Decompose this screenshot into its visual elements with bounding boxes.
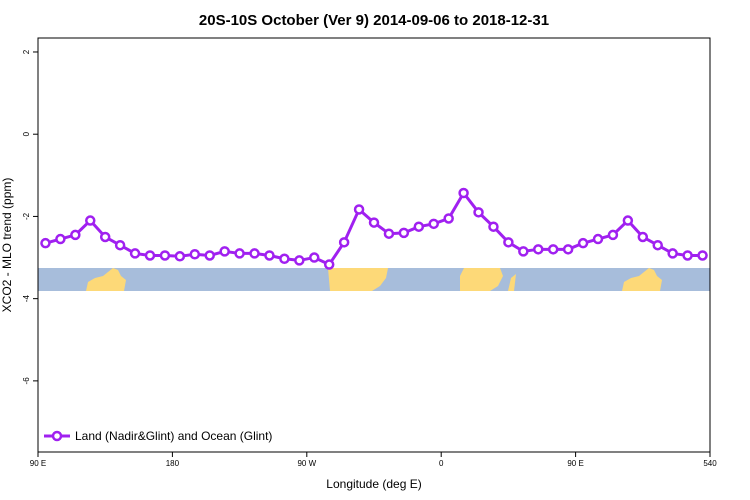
x-tick-label: 540 [703,459,717,468]
point [85,215,96,226]
point [428,218,439,230]
point [353,204,365,215]
point [40,237,51,249]
y-tick-label: -6 [22,377,31,385]
x-tick-label: 180 [166,459,180,468]
point [189,249,201,260]
y-tick-label: 2 [22,49,31,54]
chart-title: 20S-10S October (Ver 9) 2014-09-06 to 20… [199,12,549,29]
series-line [45,190,703,267]
y-tick-label: -2 [22,212,31,220]
point [547,244,559,255]
point [503,237,514,248]
point [697,250,708,261]
point [99,231,111,243]
point [622,215,634,226]
point [368,217,380,228]
point [309,252,320,263]
point [682,250,693,261]
point [174,251,186,262]
land [460,268,503,291]
point [488,221,499,232]
land [86,268,126,291]
point [249,248,260,259]
point [518,246,529,257]
point [55,233,66,245]
plot-frame [37,37,711,453]
point [114,239,126,251]
point [70,229,81,241]
point [458,187,469,199]
x-axis-label: Longitude (deg E) [326,477,421,491]
land [622,268,662,291]
point [383,228,395,239]
y-tick-label: -4 [22,295,31,303]
point [533,244,544,255]
point [413,221,425,232]
point [652,239,663,251]
legend-swatch [51,430,63,442]
point [637,231,649,243]
point [577,237,589,249]
point [294,255,305,266]
point [592,233,604,245]
point [204,250,215,261]
point [159,250,171,261]
x-tick-label: 0 [439,459,444,468]
point [607,229,619,241]
point [323,259,335,270]
legend-label: Land (Nadir&Glint) and Ocean (Glint) [75,429,272,443]
map-strip [38,268,710,291]
point [473,207,484,218]
land [328,268,388,291]
x-tick-label: 90 E [567,459,583,468]
point [234,248,245,259]
y-axis-label: XCO2 - MLO trend (ppm) [0,178,14,313]
point [144,250,156,261]
point [398,227,410,239]
point [264,250,275,261]
point [219,246,230,257]
land [508,274,516,291]
point [443,213,454,224]
point [562,244,574,255]
point [667,248,678,259]
point [129,248,141,259]
point [338,237,350,248]
x-tick-label: 90 W [297,459,316,468]
y-tick-label: 0 [22,131,31,136]
x-tick-label: 90 E [30,459,46,468]
point [279,253,290,265]
